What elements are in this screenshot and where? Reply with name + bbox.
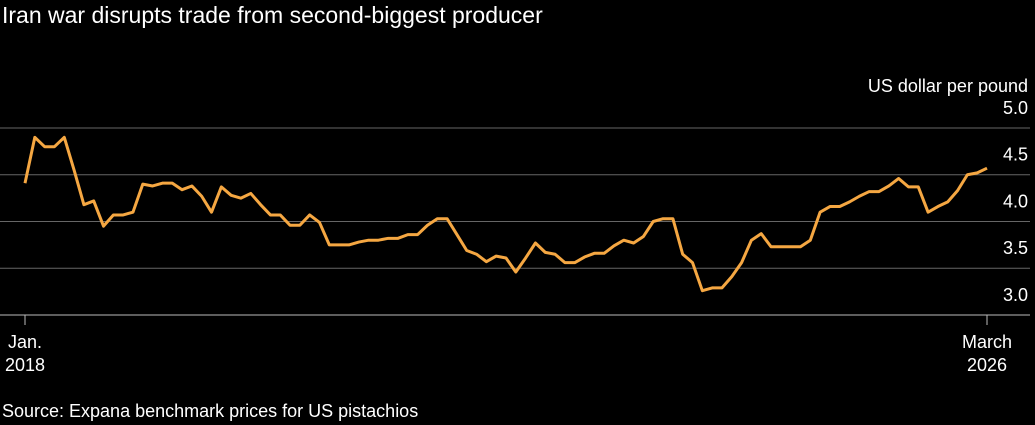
y-tick-label: 5.0 bbox=[1003, 98, 1028, 118]
chart-title: Iran war disrupts trade from second-bigg… bbox=[2, 2, 543, 28]
y-tick-label: 3.0 bbox=[1003, 285, 1028, 305]
y-tick-label: 3.5 bbox=[1003, 238, 1028, 258]
y-axis-label: US dollar per pound bbox=[868, 76, 1028, 96]
y-tick-label: 4.0 bbox=[1003, 191, 1028, 211]
price-line bbox=[23, 135, 988, 293]
x-tick-label: Jan. 2018 bbox=[4, 332, 46, 375]
y-tick-label: 4.5 bbox=[1003, 145, 1028, 165]
source-note: Source: Expana benchmark prices for US p… bbox=[2, 401, 419, 421]
x-tick-label: March 2026 bbox=[961, 332, 1013, 375]
